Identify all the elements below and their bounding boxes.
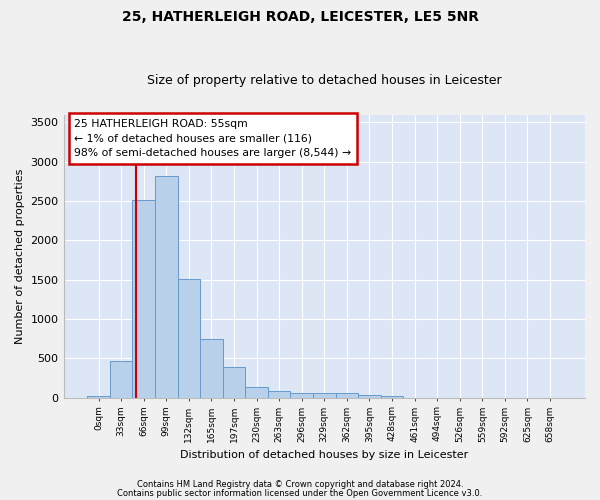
Bar: [155, 176, 178, 398]
Bar: [223, 368, 245, 398]
Bar: [110, 360, 133, 398]
Bar: [381, 396, 403, 398]
Text: 25 HATHERLEIGH ROAD: 55sqm
← 1% of detached houses are smaller (116)
98% of semi: 25 HATHERLEIGH ROAD: 55sqm ← 1% of detac…: [74, 119, 351, 158]
Bar: [87, 396, 110, 398]
Bar: [245, 386, 268, 398]
Title: Size of property relative to detached houses in Leicester: Size of property relative to detached ho…: [147, 74, 502, 87]
Text: 25, HATHERLEIGH ROAD, LEICESTER, LE5 5NR: 25, HATHERLEIGH ROAD, LEICESTER, LE5 5NR: [121, 10, 479, 24]
Bar: [358, 396, 381, 398]
Bar: [133, 200, 155, 398]
Bar: [200, 338, 223, 398]
Bar: [268, 392, 290, 398]
Bar: [335, 394, 358, 398]
X-axis label: Distribution of detached houses by size in Leicester: Distribution of detached houses by size …: [180, 450, 469, 460]
Bar: [313, 394, 335, 398]
Text: Contains HM Land Registry data © Crown copyright and database right 2024.: Contains HM Land Registry data © Crown c…: [137, 480, 463, 489]
Y-axis label: Number of detached properties: Number of detached properties: [15, 168, 25, 344]
Bar: [290, 393, 313, 398]
Text: Contains public sector information licensed under the Open Government Licence v3: Contains public sector information licen…: [118, 489, 482, 498]
Bar: [178, 279, 200, 398]
